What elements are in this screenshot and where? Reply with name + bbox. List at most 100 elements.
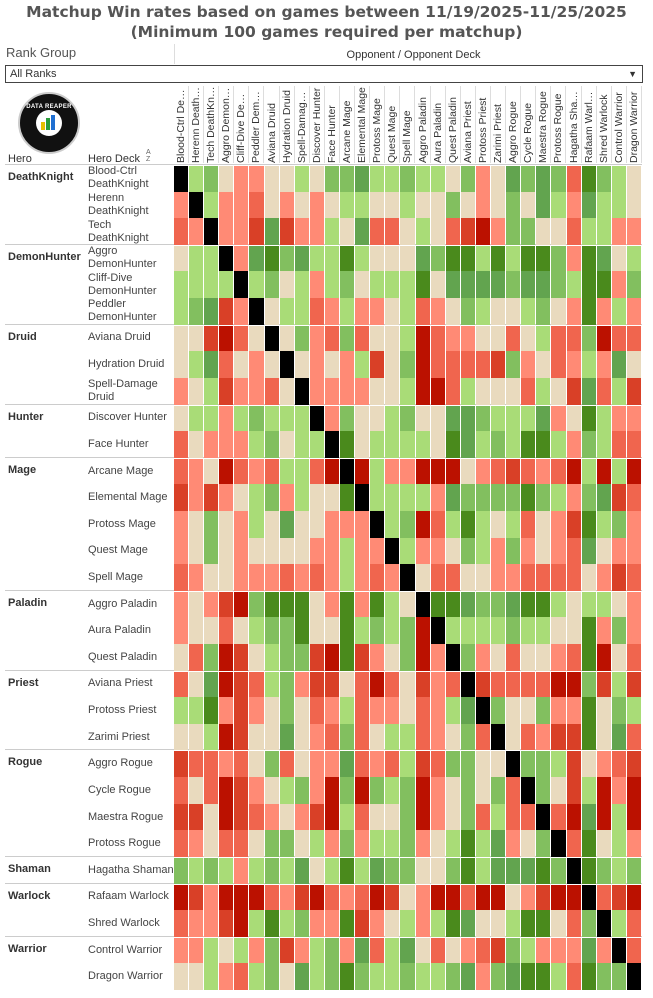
heatmap-cell[interactable] — [340, 218, 355, 245]
heatmap-cell-mirror[interactable] — [521, 777, 536, 804]
column-header[interactable]: Arcane Mage — [340, 86, 356, 163]
heatmap-cell[interactable] — [445, 857, 460, 884]
column-header[interactable]: Protoss Mage — [370, 86, 386, 163]
heatmap-cell[interactable] — [536, 245, 551, 272]
heatmap-cell[interactable] — [400, 431, 415, 458]
heatmap-cell[interactable] — [324, 884, 340, 911]
heatmap-cell[interactable] — [566, 910, 581, 937]
heatmap-cell[interactable] — [475, 271, 491, 299]
heatmap-cell[interactable] — [566, 644, 581, 671]
heatmap-cell[interactable] — [385, 351, 400, 378]
heatmap-cell[interactable] — [219, 857, 234, 884]
heatmap-cell[interactable] — [279, 218, 294, 245]
heatmap-cell[interactable] — [355, 830, 370, 857]
heatmap-cell[interactable] — [279, 830, 294, 857]
heatmap-cell[interactable] — [475, 910, 491, 937]
heatmap-cell[interactable] — [491, 830, 506, 857]
heatmap-cell[interactable] — [249, 564, 264, 591]
heatmap-cell[interactable] — [521, 963, 536, 990]
heatmap-cell[interactable] — [340, 910, 355, 937]
heatmap-cell[interactable] — [445, 937, 460, 964]
heatmap-cell[interactable] — [234, 484, 249, 511]
heatmap-cell[interactable] — [340, 963, 355, 990]
heatmap-cell[interactable] — [174, 777, 189, 804]
heatmap-cell[interactable] — [174, 537, 189, 565]
heatmap-cell[interactable] — [249, 671, 264, 698]
heatmap-cell[interactable] — [219, 298, 234, 325]
heatmap-cell[interactable] — [581, 723, 596, 751]
heatmap-cell[interactable] — [355, 351, 370, 378]
rank-group-dropdown[interactable]: All Ranks ▼ — [5, 65, 643, 83]
heatmap-cell[interactable] — [340, 830, 355, 857]
heatmap-cell[interactable] — [445, 484, 460, 511]
heatmap-cell[interactable] — [219, 671, 234, 698]
heatmap-cell[interactable] — [566, 351, 581, 378]
heatmap-cell[interactable] — [249, 697, 264, 724]
heatmap-cell[interactable] — [566, 963, 581, 990]
heatmap-cell[interactable] — [294, 857, 309, 884]
heatmap-cell-mirror[interactable] — [249, 298, 264, 325]
heatmap-cell[interactable] — [174, 751, 189, 778]
heatmap-cell[interactable] — [536, 458, 551, 485]
heatmap-cell[interactable] — [400, 910, 415, 937]
heatmap-cell[interactable] — [581, 351, 596, 378]
heatmap-cell[interactable] — [536, 218, 551, 245]
heatmap-cell[interactable] — [189, 458, 204, 485]
heatmap-cell-mirror[interactable] — [566, 857, 581, 884]
heatmap-cell[interactable] — [626, 884, 641, 911]
heatmap-cell[interactable] — [430, 830, 445, 857]
heatmap-cell[interactable] — [566, 484, 581, 511]
heatmap-cell[interactable] — [445, 591, 460, 618]
heatmap-cell[interactable] — [611, 405, 626, 432]
heatmap-cell[interactable] — [581, 751, 596, 778]
heatmap-cell[interactable] — [611, 723, 626, 751]
heatmap-cell[interactable] — [566, 884, 581, 911]
heatmap-cell[interactable] — [551, 458, 566, 485]
heatmap-cell[interactable] — [204, 723, 219, 751]
heatmap-cell[interactable] — [294, 298, 309, 325]
heatmap-cell[interactable] — [294, 963, 309, 990]
heatmap-cell[interactable] — [385, 937, 400, 964]
heatmap-cell[interactable] — [626, 245, 641, 272]
heatmap-cell[interactable] — [611, 191, 626, 219]
heatmap-cell[interactable] — [324, 723, 340, 751]
heatmap-cell[interactable] — [370, 298, 385, 325]
heatmap-cell[interactable] — [219, 884, 234, 911]
heatmap-cell[interactable] — [581, 857, 596, 884]
heatmap-cell[interactable] — [475, 644, 491, 671]
heatmap-cell[interactable] — [204, 884, 219, 911]
heatmap-cell[interactable] — [415, 803, 430, 831]
heatmap-cell[interactable] — [249, 166, 264, 192]
heatmap-cell[interactable] — [249, 431, 264, 458]
heatmap-cell[interactable] — [324, 644, 340, 671]
heatmap-cell[interactable] — [204, 830, 219, 857]
heatmap-cell[interactable] — [551, 537, 566, 565]
heatmap-cell[interactable] — [415, 644, 430, 671]
heatmap-cell[interactable] — [309, 857, 324, 884]
heatmap-cell[interactable] — [249, 510, 264, 538]
heatmap-cell[interactable] — [551, 564, 566, 591]
heatmap-cell[interactable] — [219, 458, 234, 485]
heatmap-cell[interactable] — [536, 405, 551, 432]
heatmap-cell[interactable] — [189, 218, 204, 245]
heatmap-cell[interactable] — [551, 405, 566, 432]
heatmap-cell[interactable] — [309, 351, 324, 378]
heatmap-cell[interactable] — [460, 218, 475, 245]
heatmap-cell[interactable] — [400, 617, 415, 645]
heatmap-cell[interactable] — [475, 723, 491, 751]
heatmap-cell[interactable] — [249, 191, 264, 219]
heatmap-cell[interactable] — [460, 191, 475, 219]
heatmap-cell[interactable] — [340, 484, 355, 511]
heatmap-cell[interactable] — [566, 245, 581, 272]
heatmap-cell[interactable] — [521, 723, 536, 751]
heatmap-cell[interactable] — [234, 751, 249, 778]
heatmap-cell[interactable] — [445, 431, 460, 458]
heatmap-cell[interactable] — [340, 723, 355, 751]
heatmap-cell[interactable] — [430, 510, 445, 538]
heatmap-cell[interactable] — [611, 617, 626, 645]
heatmap-cell[interactable] — [204, 405, 219, 432]
heatmap-cell[interactable] — [340, 671, 355, 698]
heatmap-cell[interactable] — [475, 245, 491, 272]
heatmap-cell[interactable] — [596, 271, 611, 299]
